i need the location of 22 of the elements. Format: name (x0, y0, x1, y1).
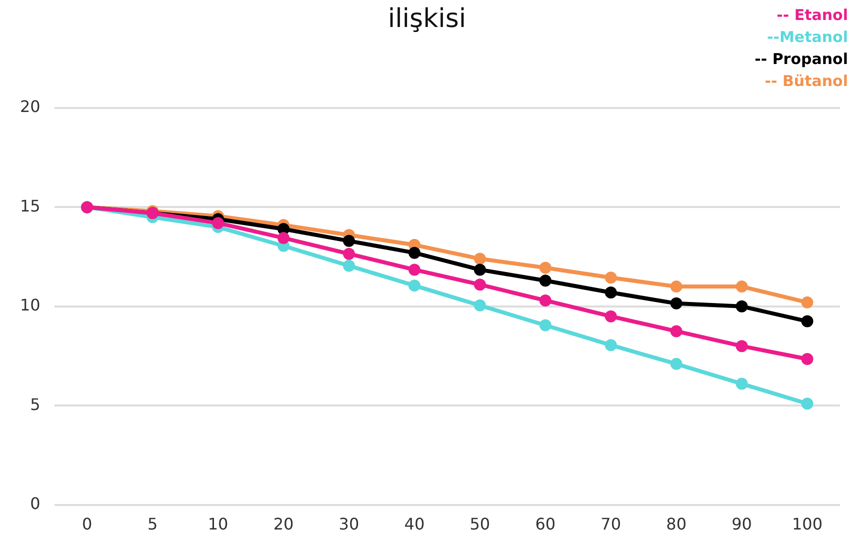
y-tick-label: 0 (30, 494, 40, 513)
x-tick-label: 10 (208, 514, 228, 534)
x-tick-label: 100 (792, 514, 823, 534)
y-tick-label: 10 (20, 296, 40, 315)
y-tick-label: 20 (20, 97, 40, 116)
x-tick-label: 60 (535, 514, 556, 534)
text: -- Etanol (776, 6, 848, 24)
y-tick-label: 15 (20, 196, 40, 216)
x-tick-label: 50 (470, 514, 490, 534)
y-tick-label: 5 (30, 394, 40, 414)
text: -- Propanol (754, 50, 848, 68)
x-tick-label: 5 (147, 514, 158, 534)
x-tick-label: 80 (666, 514, 687, 534)
text: -- Bütanol (764, 72, 848, 90)
chart-title: ilişkisi (388, 4, 466, 34)
x-tick-label: 20 (273, 514, 294, 534)
x-tick-label: 30 (338, 514, 360, 534)
x-tick-label: 0 (82, 514, 92, 534)
x-tick-label: 70 (600, 514, 622, 534)
x-tick-label: 90 (732, 514, 752, 534)
text: --Metanol (767, 28, 848, 46)
x-tick-label: 40 (404, 514, 425, 534)
